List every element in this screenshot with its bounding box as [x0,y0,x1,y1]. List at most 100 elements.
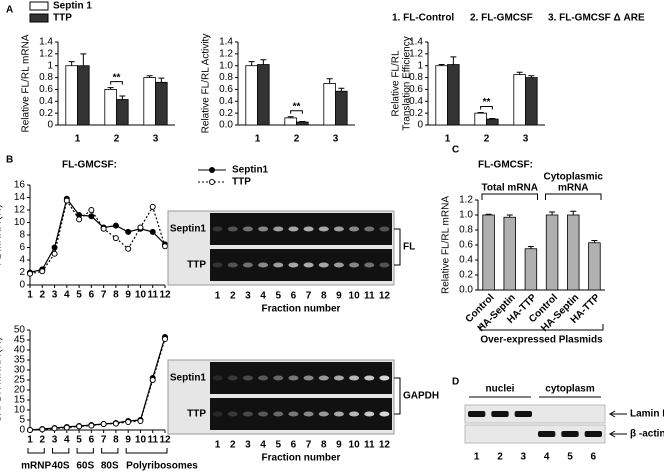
x-tick-label: 7 [101,290,107,301]
gel-band [227,411,238,417]
y-tick-label: 15 [14,395,26,406]
x-tick-label: 2 [294,134,300,145]
error-bar [527,246,534,249]
gel-band [227,375,238,381]
gel-band [318,411,329,417]
gel-band [227,262,238,268]
error-bar [326,78,333,84]
error-bar [146,75,153,78]
gel-band [349,411,360,417]
blot-band [584,431,602,437]
gel-band [258,262,269,268]
point [39,426,46,433]
y-tick-label: 0.4 [219,96,233,107]
gel-band [379,226,390,232]
annotation: ** [483,97,491,108]
point [76,216,83,223]
blot-band [468,411,486,417]
lane-number: 7 [306,440,312,451]
gel-band [273,411,284,417]
y-tick-label: 0 [417,120,423,131]
point [88,207,95,213]
lane-number: 9 [336,440,342,451]
gel-strip [210,213,392,245]
y-tick-label: 2 [19,267,25,278]
blot-band [561,431,579,437]
y-axis-label: GAPDH mRNA (%) [0,337,4,423]
annotation: ** [113,72,121,83]
lane-number: 4 [544,452,550,463]
y-tick-label: 0.8 [39,72,53,83]
significance-bracket [110,81,123,85]
gel-band [242,375,253,381]
bar [525,77,538,126]
point [125,419,132,425]
fraction-label: 80S [101,461,119,472]
bar [155,81,168,126]
point [162,336,168,342]
y-tick-label: 0.2 [39,108,53,119]
significance-bracket [290,110,303,114]
error-bar [591,240,598,243]
y-tick-label: 1.2 [39,48,53,59]
x-tick-label: 10 [135,435,147,446]
y-tick-label: 10 [14,217,26,228]
gel-band [364,411,375,417]
blot-band [491,411,509,417]
point [100,421,107,427]
legend-label: TTP [232,177,251,188]
fraction-bracket [76,448,94,454]
y-tick-label: 0.6 [39,84,53,95]
point [39,268,46,275]
point [149,203,156,210]
gel-band [242,411,253,417]
lane-number: 2 [230,291,236,302]
gel-band [333,375,344,381]
lane-number: 6 [291,291,297,302]
point [63,424,70,431]
error-bar [516,71,523,75]
lane-number: 5 [275,291,281,302]
lane-number: 6 [291,440,297,451]
bar [77,65,90,126]
gel-x-label: Fraction number [262,453,341,464]
y-tick-label: 0.8 [459,225,473,236]
bar [296,121,309,126]
fraction-bracket [27,448,45,454]
y-tick-label: 0.6 [409,84,423,95]
legend-label: Septin1 [232,165,269,176]
x-tick-label: 1 [445,134,451,145]
y-tick-label: 1.0 [459,210,473,221]
gel-band [212,262,223,268]
y-tick-label: 1.2 [409,48,423,59]
y-tick-label: 0.4 [459,255,473,266]
error-bar [107,87,114,90]
gel-band [303,411,314,417]
x-tick-label: 11 [147,435,158,446]
gel-band [333,411,344,417]
x-tick-label: 3 [52,290,58,301]
xlabel-bracket [479,324,604,331]
y-axis-label: FL mRNA (%) [0,204,4,265]
blot-arrow [609,410,627,418]
point [137,224,144,231]
x-tick-label: 1 [27,435,33,446]
gel-band [273,262,284,268]
y-tick-label: 1.0 [219,60,233,71]
series-line [29,197,166,274]
x-tick-label: 2 [39,435,45,446]
gel-band [258,375,269,381]
point [162,243,168,250]
gel-strip [210,249,392,281]
gel-band [379,262,390,268]
legend-swatch [29,13,49,23]
lane-number: 9 [336,291,342,302]
lane-number: 5 [275,440,281,451]
group-label: mRNA [558,183,589,194]
y-tick-label: 1 [417,60,423,71]
gel-band [349,226,360,232]
point [125,245,132,252]
x-tick-label: 8 [113,435,119,446]
